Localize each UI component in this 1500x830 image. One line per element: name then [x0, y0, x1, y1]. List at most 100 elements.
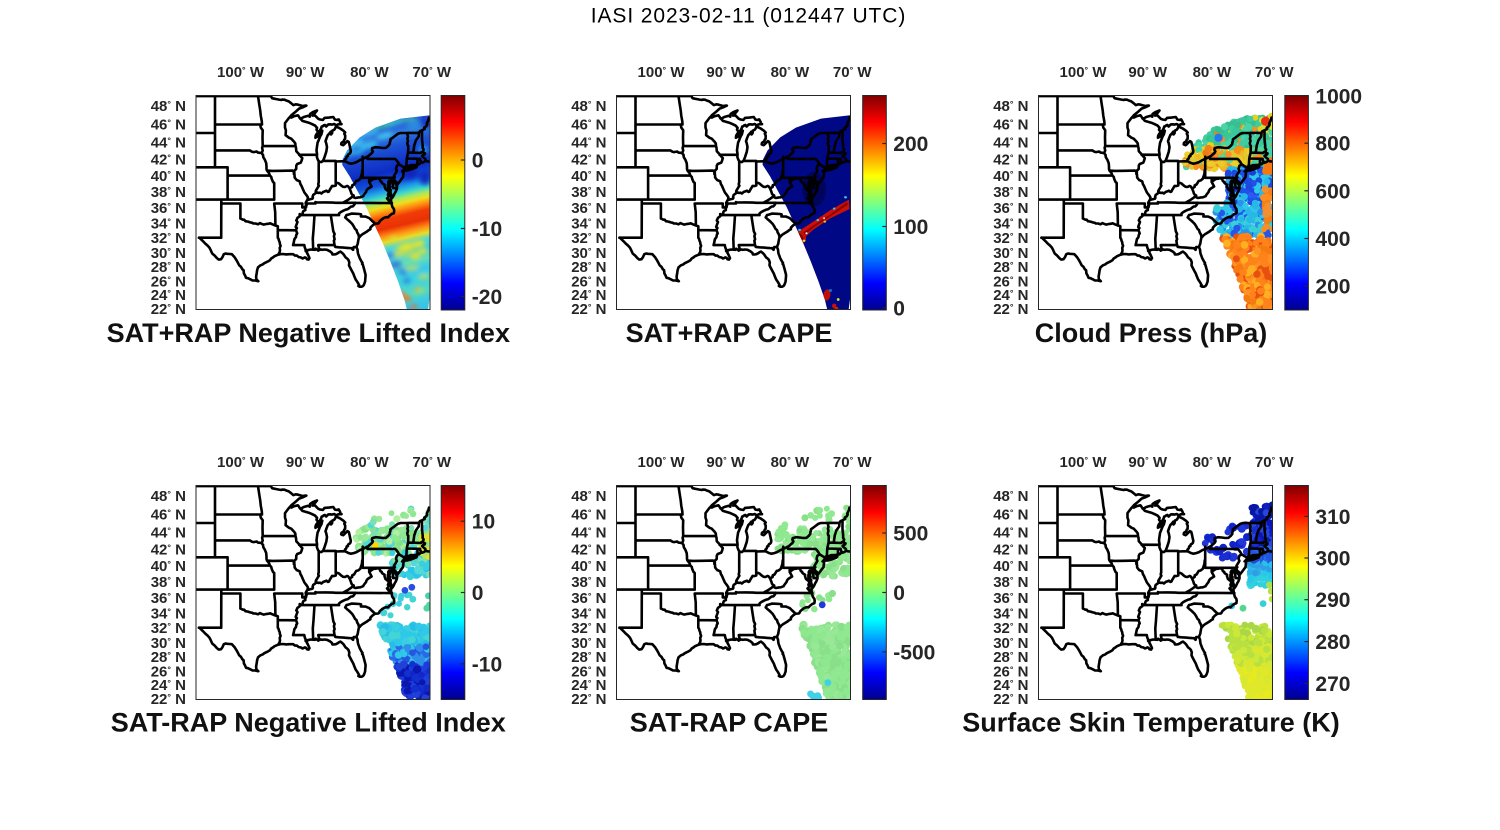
svg-text:24° N: 24° N: [151, 287, 186, 304]
svg-text:600: 600: [1315, 180, 1350, 203]
svg-text:100° W: 100° W: [217, 454, 265, 471]
svg-text:70° W: 70° W: [1255, 64, 1294, 81]
svg-text:70° W: 70° W: [1255, 454, 1294, 471]
svg-text:42° N: 42° N: [571, 151, 606, 168]
svg-text:500: 500: [893, 523, 928, 546]
svg-text:42° N: 42° N: [151, 541, 186, 558]
svg-text:30° N: 30° N: [571, 635, 606, 652]
svg-text:38° N: 38° N: [993, 574, 1028, 591]
svg-text:40° N: 40° N: [993, 168, 1028, 185]
svg-text:28° N: 28° N: [993, 649, 1028, 666]
svg-text:10: 10: [472, 511, 495, 534]
svg-text:24° N: 24° N: [571, 677, 606, 694]
svg-text:40° N: 40° N: [151, 168, 186, 185]
svg-text:24° N: 24° N: [993, 677, 1028, 694]
svg-text:26° N: 26° N: [151, 273, 186, 290]
svg-text:310: 310: [1315, 506, 1350, 529]
svg-text:22° N: 22° N: [993, 691, 1028, 708]
svg-text:200: 200: [893, 133, 928, 156]
svg-text:46° N: 46° N: [571, 507, 606, 524]
svg-text:48° N: 48° N: [571, 98, 606, 115]
svg-text:100° W: 100° W: [638, 64, 686, 81]
svg-text:28° N: 28° N: [571, 259, 606, 276]
svg-text:22° N: 22° N: [993, 301, 1028, 318]
svg-text:40° N: 40° N: [571, 558, 606, 575]
svg-text:400: 400: [1315, 228, 1350, 251]
svg-text:100° W: 100° W: [638, 454, 686, 471]
svg-text:80° W: 80° W: [1193, 454, 1232, 471]
svg-text:34° N: 34° N: [571, 605, 606, 622]
svg-text:Cloud Press (hPa): Cloud Press (hPa): [1035, 318, 1268, 348]
svg-text:24° N: 24° N: [151, 677, 186, 694]
svg-text:70° W: 70° W: [412, 64, 451, 81]
svg-text:70° W: 70° W: [833, 454, 872, 471]
svg-text:44° N: 44° N: [571, 134, 606, 151]
svg-text:0: 0: [472, 150, 484, 173]
svg-text:36° N: 36° N: [993, 590, 1028, 607]
svg-text:800: 800: [1315, 133, 1350, 156]
svg-text:300: 300: [1315, 548, 1350, 571]
svg-text:0: 0: [893, 298, 905, 321]
svg-text:40° N: 40° N: [993, 558, 1028, 575]
svg-text:200: 200: [1315, 276, 1350, 299]
svg-text:26° N: 26° N: [571, 273, 606, 290]
svg-text:38° N: 38° N: [151, 574, 186, 591]
svg-text:80° W: 80° W: [1193, 64, 1232, 81]
svg-text:SAT-RAP Negative Lifted Index: SAT-RAP Negative Lifted Index: [111, 708, 506, 738]
svg-text:SAT-RAP CAPE: SAT-RAP CAPE: [630, 708, 829, 738]
svg-text:90° W: 90° W: [706, 64, 745, 81]
svg-text:44° N: 44° N: [993, 134, 1028, 151]
svg-text:30° N: 30° N: [151, 245, 186, 262]
svg-text:48° N: 48° N: [151, 98, 186, 115]
svg-text:46° N: 46° N: [151, 507, 186, 524]
svg-text:34° N: 34° N: [151, 215, 186, 232]
svg-text:100° W: 100° W: [1060, 454, 1108, 471]
svg-text:38° N: 38° N: [571, 574, 606, 591]
svg-text:48° N: 48° N: [151, 488, 186, 505]
svg-text:36° N: 36° N: [151, 200, 186, 217]
svg-text:26° N: 26° N: [151, 663, 186, 680]
svg-text:30° N: 30° N: [571, 245, 606, 262]
svg-text:280: 280: [1315, 631, 1350, 654]
svg-text:1000: 1000: [1315, 85, 1362, 108]
svg-text:42° N: 42° N: [993, 151, 1028, 168]
svg-text:46° N: 46° N: [571, 117, 606, 134]
svg-text:SAT+RAP CAPE: SAT+RAP CAPE: [626, 318, 833, 348]
svg-text:38° N: 38° N: [151, 184, 186, 201]
svg-text:26° N: 26° N: [571, 663, 606, 680]
svg-text:SAT+RAP Negative Lifted Index: SAT+RAP Negative Lifted Index: [107, 318, 510, 348]
svg-text:22° N: 22° N: [151, 691, 186, 708]
svg-text:90° W: 90° W: [1128, 64, 1167, 81]
svg-text:42° N: 42° N: [151, 151, 186, 168]
svg-text:-500: -500: [893, 641, 935, 664]
svg-text:90° W: 90° W: [706, 454, 745, 471]
svg-text:42° N: 42° N: [571, 541, 606, 558]
svg-text:28° N: 28° N: [151, 259, 186, 276]
svg-text:36° N: 36° N: [993, 200, 1028, 217]
svg-text:42° N: 42° N: [993, 541, 1028, 558]
svg-text:80° W: 80° W: [771, 64, 810, 81]
svg-text:34° N: 34° N: [993, 215, 1028, 232]
svg-text:44° N: 44° N: [151, 134, 186, 151]
svg-text:70° W: 70° W: [833, 64, 872, 81]
svg-text:80° W: 80° W: [771, 454, 810, 471]
svg-text:44° N: 44° N: [571, 524, 606, 541]
svg-text:Surface Skin Temperature (K): Surface Skin Temperature (K): [962, 708, 1340, 738]
svg-text:100° W: 100° W: [1060, 64, 1108, 81]
svg-text:48° N: 48° N: [571, 488, 606, 505]
svg-text:22° N: 22° N: [571, 691, 606, 708]
svg-text:-10: -10: [472, 218, 502, 241]
svg-text:22° N: 22° N: [151, 301, 186, 318]
svg-text:26° N: 26° N: [993, 273, 1028, 290]
svg-text:24° N: 24° N: [571, 287, 606, 304]
svg-text:32° N: 32° N: [571, 620, 606, 637]
svg-text:90° W: 90° W: [286, 64, 325, 81]
svg-text:34° N: 34° N: [571, 215, 606, 232]
svg-text:40° N: 40° N: [571, 168, 606, 185]
svg-text:28° N: 28° N: [151, 649, 186, 666]
svg-text:48° N: 48° N: [993, 488, 1028, 505]
svg-text:34° N: 34° N: [151, 605, 186, 622]
svg-text:30° N: 30° N: [993, 245, 1028, 262]
svg-text:26° N: 26° N: [993, 663, 1028, 680]
svg-text:32° N: 32° N: [993, 230, 1028, 247]
